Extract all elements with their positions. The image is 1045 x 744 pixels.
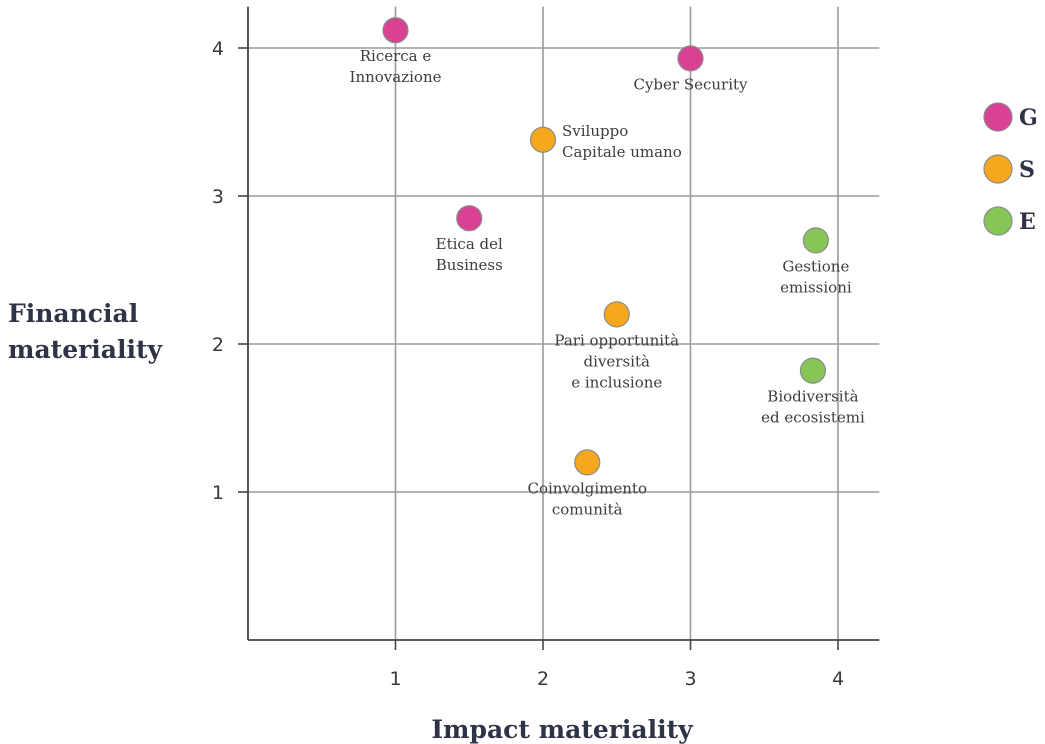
point-label: Innovazione — [350, 68, 442, 86]
y-tick-label: 2 — [212, 334, 224, 356]
point-label: Business — [436, 256, 503, 274]
point-label: Capitale umano — [562, 143, 682, 161]
data-point-g — [456, 205, 483, 232]
point-label: Cyber Security — [633, 75, 748, 93]
data-point-s — [529, 126, 557, 153]
legend-swatch-g — [983, 102, 1013, 132]
point-label: Gestione — [782, 257, 849, 275]
point-label: comunità — [552, 500, 623, 518]
data-point-g — [382, 17, 409, 44]
y-axis-title-line-2: materiality — [8, 335, 164, 364]
legend-label-s: S — [1019, 157, 1035, 183]
point-label: Etica del — [436, 235, 503, 253]
point-label: Biodiversità — [767, 388, 858, 406]
y-tick-label: 1 — [212, 482, 224, 504]
legend-swatch-s — [983, 154, 1013, 184]
x-tick-label: 1 — [389, 668, 401, 690]
point-label: ed ecosistemi — [761, 409, 865, 427]
point-label: e inclusione — [571, 373, 662, 391]
point-labels: Ricerca e Innovazione Cyber Security Svilup… — [350, 47, 865, 518]
data-point-e — [799, 357, 827, 384]
y-tick-label: 4 — [212, 38, 224, 60]
y-axis-title-line-1: Financial — [8, 299, 138, 328]
point-label: Coinvolgimento — [528, 479, 648, 497]
data-points — [382, 17, 829, 476]
point-label: emissioni — [780, 278, 852, 296]
axes — [238, 6, 880, 650]
legend: GSE — [983, 102, 1038, 236]
legend-label-e: E — [1019, 209, 1036, 235]
point-label: diversità — [584, 352, 650, 370]
legend-label-g: G — [1019, 105, 1038, 131]
x-axis-title: Impact materiality — [431, 715, 694, 744]
point-label: Ricerca e — [360, 47, 432, 65]
data-point-g — [677, 45, 704, 72]
data-point-s — [574, 449, 601, 476]
grid — [248, 6, 880, 640]
point-label: Pari opportunità — [554, 331, 679, 349]
data-point-e — [802, 227, 829, 254]
x-tick-label: 4 — [832, 668, 844, 690]
data-point-s — [603, 301, 630, 328]
y-tick-label: 3 — [212, 186, 224, 208]
tick-labels: 1 2 3 4 1 2 3 4 — [212, 38, 844, 690]
legend-swatch-e — [983, 206, 1013, 236]
point-label: Sviluppo — [562, 122, 628, 140]
x-tick-label: 3 — [684, 668, 696, 690]
x-tick-label: 2 — [537, 668, 549, 690]
